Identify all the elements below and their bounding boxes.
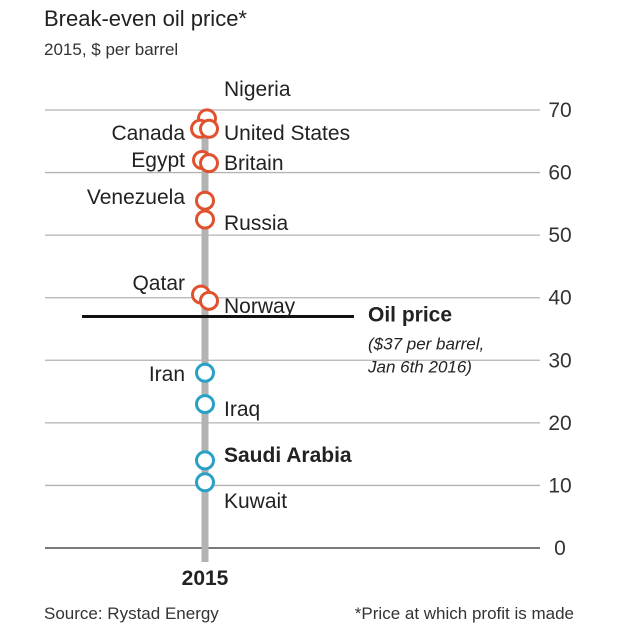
y-tick-label-10: 10 bbox=[548, 474, 571, 497]
label-egypt: Egypt bbox=[131, 149, 185, 172]
footnote: *Price at which profit is made bbox=[354, 604, 574, 623]
label-kuwait: Kuwait bbox=[224, 490, 287, 513]
x-axis-label: 2015 bbox=[182, 567, 229, 590]
oil-price-note-1: Jan 6th 2016) bbox=[367, 357, 472, 376]
label-iraq: Iraq bbox=[224, 398, 260, 421]
label-nigeria: Nigeria bbox=[224, 78, 291, 101]
oil-price-note-0: ($37 per barrel, bbox=[368, 334, 484, 353]
label-venezuela: Venezuela bbox=[87, 186, 185, 209]
point-iran bbox=[195, 362, 215, 383]
y-tick-label-50: 50 bbox=[548, 224, 571, 247]
label-qatar: Qatar bbox=[132, 272, 185, 295]
oil-price-label: Oil price bbox=[368, 303, 452, 326]
reference-line-layer: Oil price ($37 per barrel, Jan 6th 2016) bbox=[82, 303, 484, 376]
point-venezuela bbox=[195, 190, 215, 211]
y-tick-label-30: 30 bbox=[548, 349, 571, 372]
points-layer bbox=[190, 108, 219, 493]
chart-subtitle: 2015, $ per barrel bbox=[44, 40, 179, 59]
break-even-chart: 0 10 20 30 40 50 60 70 Oil price ($37 per barrel… bbox=[45, 78, 572, 590]
y-tick-label-0: 0 bbox=[554, 537, 566, 560]
label-britain: Britain bbox=[224, 152, 284, 175]
point-norway bbox=[199, 290, 219, 311]
label-canada: Canada bbox=[111, 122, 185, 145]
y-tick-label-70: 70 bbox=[548, 99, 571, 122]
point-kuwait bbox=[195, 472, 215, 493]
label-united-states: United States bbox=[224, 122, 350, 145]
chart-title: Break-even oil price* bbox=[44, 6, 247, 31]
label-russia: Russia bbox=[224, 212, 289, 235]
source-note: Source: Rystad Energy bbox=[44, 604, 219, 623]
point-saudi-arabia bbox=[195, 450, 215, 471]
point-united-states bbox=[199, 118, 219, 139]
point-britain bbox=[199, 153, 219, 174]
point-russia bbox=[195, 209, 215, 230]
label-iran: Iran bbox=[149, 363, 185, 386]
labels-layer: Nigeria Canada United States Egypt Britain Ve… bbox=[87, 78, 352, 513]
grid-layer: 0 10 20 30 40 50 60 70 bbox=[45, 99, 572, 560]
label-saudi-arabia: Saudi Arabia bbox=[224, 444, 352, 467]
y-tick-label-20: 20 bbox=[548, 412, 571, 435]
label-norway: Norway bbox=[224, 295, 296, 318]
point-iraq bbox=[195, 394, 215, 415]
y-tick-label-60: 60 bbox=[548, 162, 571, 185]
y-tick-label-40: 40 bbox=[548, 287, 571, 310]
